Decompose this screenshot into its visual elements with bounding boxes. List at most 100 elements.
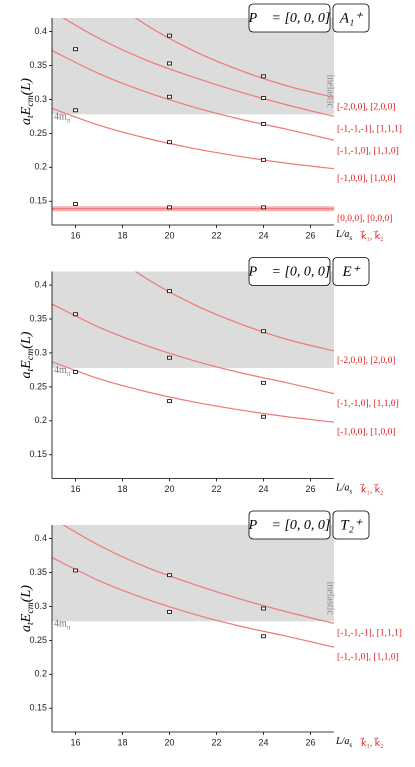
curve — [52, 557, 334, 648]
x-tick-label: 26 — [305, 230, 315, 240]
x-tick-label: 16 — [70, 737, 80, 747]
curve — [52, 50, 334, 141]
irrep-box — [332, 510, 370, 540]
label-part: a — [19, 371, 34, 378]
x-tick-label: 16 — [70, 230, 80, 240]
data-point — [73, 202, 78, 206]
x-axis-label: L/as — [335, 229, 352, 242]
y-tick-label: 0.2 — [34, 415, 47, 425]
label-part: s — [349, 741, 352, 749]
label-part: L/a — [335, 736, 349, 747]
x-tick-label: 24 — [258, 230, 268, 240]
label-part: t — [25, 622, 36, 625]
curve — [62, 18, 334, 117]
data-point — [167, 399, 172, 404]
inelastic-label: inelastic — [325, 582, 336, 616]
x-tick-label: 18 — [117, 484, 127, 494]
label-part: L/a — [335, 483, 349, 494]
curve-label: [-1,-1,-1], [1,1,1] — [337, 125, 402, 135]
y-tick-label: 0.4 — [34, 533, 47, 543]
y-tick-label: 0.2 — [34, 669, 47, 679]
data-point — [73, 568, 78, 573]
label-part: s — [349, 234, 352, 242]
panel: inelastic 4mπ [-1,-1,-1], [1,1,1] [-1,-1,0]… — [19, 510, 402, 749]
label-part: (L) — [19, 78, 34, 95]
data-point — [167, 289, 172, 294]
momentum-label: k⃗₁, k⃗₂ — [360, 736, 384, 749]
data-point — [261, 414, 266, 419]
data-point — [73, 108, 78, 113]
x-tick-label: 18 — [117, 230, 127, 240]
data-point — [167, 609, 172, 614]
title-box — [248, 257, 331, 286]
x-axis-label: L/as — [335, 736, 352, 749]
label-part: a — [19, 118, 34, 125]
y-tick-label: 0.4 — [34, 26, 47, 36]
data-point — [261, 380, 266, 385]
threshold-label: 4mπ — [54, 365, 71, 377]
label-part: E — [19, 360, 34, 370]
y-tick-label: 0.15 — [29, 703, 47, 713]
y-tick-label: 0.25 — [29, 635, 47, 645]
title-box — [248, 510, 331, 540]
curve-label: [-1,-1,0], [1,1,0] — [337, 147, 399, 157]
y-axis-label: atEcm(L) — [19, 78, 36, 125]
label-part: 4m — [54, 365, 67, 376]
curve — [52, 361, 334, 423]
chart-title: P⃗ = [0, 0, 0] — [248, 11, 331, 26]
curve-label: [-2,0,0], [2,0,0] — [337, 103, 396, 113]
data-point — [261, 205, 266, 210]
y-tick-label: 0.25 — [29, 381, 47, 391]
curve-label: [-2,0,0], [2,0,0] — [337, 356, 396, 366]
irrep-label: E⁺ — [341, 264, 360, 280]
x-tick-label: 16 — [70, 484, 80, 494]
inelastic-region — [52, 271, 334, 368]
panel: 4mπ [-2,0,0], [2,0,0] [-1,-1,0], [1,1,0] [-… — [19, 257, 399, 496]
label-part: a — [19, 625, 34, 632]
curve-label: [-1,-1,0], [1,1,0] — [337, 399, 399, 409]
curve — [52, 303, 334, 395]
x-tick-label: 26 — [305, 484, 315, 494]
data-point — [167, 94, 172, 99]
panel: inelastic 4mπ [-2,0,0], [2,0,0] [-1,-1,-1],… — [19, 3, 402, 242]
x-tick-label: 24 — [258, 484, 268, 494]
momentum-label: k⃗₁, k⃗₂ — [360, 229, 384, 242]
label-part: (L) — [19, 331, 34, 348]
x-tick-label: 18 — [117, 737, 127, 747]
data-point — [261, 96, 266, 100]
data-point — [167, 61, 172, 66]
data-point — [261, 606, 266, 611]
data-point — [167, 205, 172, 210]
label-part: cm — [25, 95, 36, 106]
x-tick-label: 22 — [211, 230, 221, 240]
y-axis-label: atEcm(L) — [19, 331, 36, 378]
irrep-box — [332, 3, 370, 33]
chart-title: P⃗ = [0, 0, 0] — [248, 265, 331, 280]
x-tick-label: 20 — [164, 737, 174, 747]
data-point — [167, 355, 172, 360]
x-tick-label: 20 — [164, 484, 174, 494]
label-part: cm — [25, 602, 36, 613]
label-part: 4m — [54, 112, 67, 123]
data-point — [73, 370, 78, 374]
irrep-box — [332, 257, 370, 286]
y-tick-label: 0.15 — [29, 449, 47, 459]
label-part: π — [67, 369, 71, 377]
threshold-label: 4mπ — [54, 619, 71, 631]
data-point — [261, 157, 266, 162]
label-part: π — [67, 623, 71, 631]
data-point — [261, 121, 266, 126]
inelastic-label: inelastic — [325, 75, 336, 109]
label-part: t — [25, 115, 36, 118]
y-tick-label: 0.3 — [34, 94, 47, 104]
data-point — [167, 140, 172, 145]
data-point — [167, 573, 172, 578]
curve-label: [-1,0,0], [1,0,0] — [337, 427, 396, 437]
curve — [52, 107, 334, 170]
x-axis-label: L/as — [335, 483, 352, 496]
y-axis-label: atEcm(L) — [19, 585, 36, 632]
label-part: E — [19, 613, 34, 623]
irrep-label: A₁⁺ — [339, 10, 363, 26]
